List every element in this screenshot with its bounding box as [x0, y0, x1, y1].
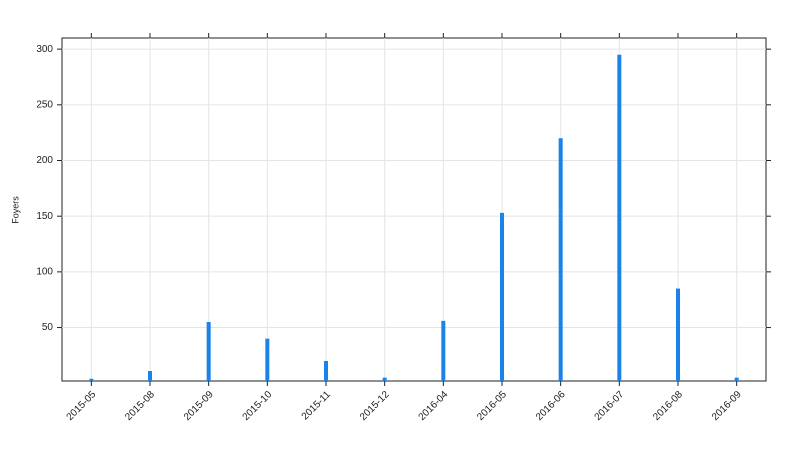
- y-tick-label: 100: [36, 267, 53, 278]
- y-tick-label: 150: [36, 211, 53, 222]
- x-tick-label: 2015-11: [300, 389, 334, 423]
- y-tick-label: 300: [36, 44, 53, 55]
- x-tick-label: 2015-05: [65, 389, 99, 423]
- x-tick-label: 2016-07: [593, 389, 627, 423]
- bar: [148, 370, 152, 381]
- y-tick-label: 200: [36, 155, 53, 166]
- x-tick-label: 2015-08: [123, 389, 157, 423]
- bar: [558, 138, 563, 381]
- x-tick-label: 2015-10: [241, 389, 275, 423]
- bar: [89, 378, 94, 381]
- bar: [676, 288, 680, 381]
- y-tick-label: 250: [36, 99, 53, 110]
- x-tick-label: 2016-09: [710, 389, 744, 423]
- y-axis-label: Foyers: [10, 196, 20, 224]
- bar: [206, 321, 211, 381]
- bar: [324, 360, 328, 381]
- x-tick-label: 2016-08: [651, 389, 685, 423]
- y-tick-label: 50: [42, 322, 54, 333]
- plot-frame: [61, 37, 767, 382]
- bar: [617, 54, 622, 382]
- bar: [265, 338, 270, 381]
- bar: [382, 377, 387, 381]
- x-tick-label: 2016-05: [475, 389, 509, 423]
- x-tick-label: 2016-04: [417, 389, 451, 423]
- bar: [500, 212, 504, 381]
- x-tick-label: 2015-09: [182, 389, 216, 423]
- bar: [441, 320, 446, 381]
- x-tick-label: 2015-12: [358, 389, 392, 423]
- x-tick-label: 2016-06: [534, 389, 568, 423]
- bar: [734, 377, 739, 381]
